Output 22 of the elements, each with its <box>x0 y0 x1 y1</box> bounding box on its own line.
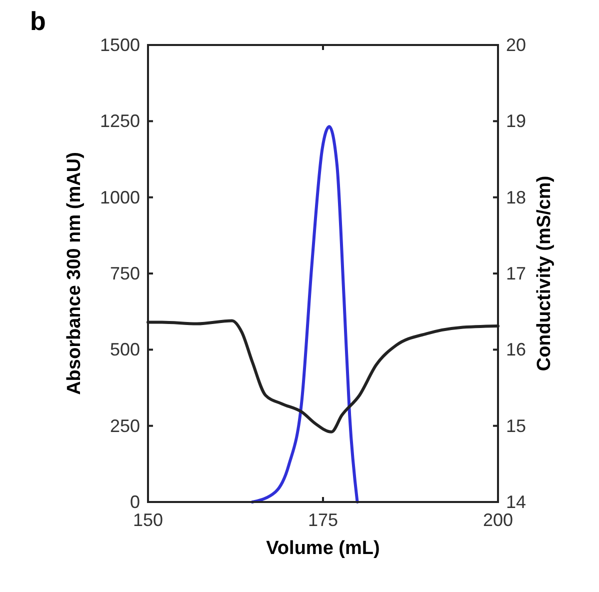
y-tick-label: 1500 <box>100 35 140 55</box>
y-tick-label: 0 <box>130 492 140 512</box>
y2-tick-label: 14 <box>506 492 526 512</box>
y2-tick-label: 20 <box>506 35 526 55</box>
x-tick-label: 200 <box>482 510 514 530</box>
y2-tick-label: 17 <box>506 264 526 284</box>
y2-tick-label: 15 <box>506 416 526 436</box>
y2-axis-title: Conductivity (mS/cm) <box>534 176 555 372</box>
x-axis-title: Volume (mL) <box>266 538 380 559</box>
y2-tick-label: 16 <box>506 340 526 360</box>
y-tick-label: 1000 <box>100 187 140 208</box>
line-series <box>250 125 359 504</box>
y-tick-label: 500 <box>110 340 140 360</box>
y-axis-title: Absorbance 300 nm (mAU) <box>64 152 85 395</box>
y-tick-label: 750 <box>110 264 140 284</box>
y-tick-label: 250 <box>110 416 140 436</box>
chart-title: b <box>30 6 46 36</box>
x-tick-label: 150 <box>132 510 164 530</box>
y-tick-label: 1250 <box>100 111 140 132</box>
y2-tick-label: 18 <box>506 187 526 208</box>
y2-tick-label: 19 <box>506 111 526 132</box>
x-tick-label: 175 <box>308 510 338 530</box>
